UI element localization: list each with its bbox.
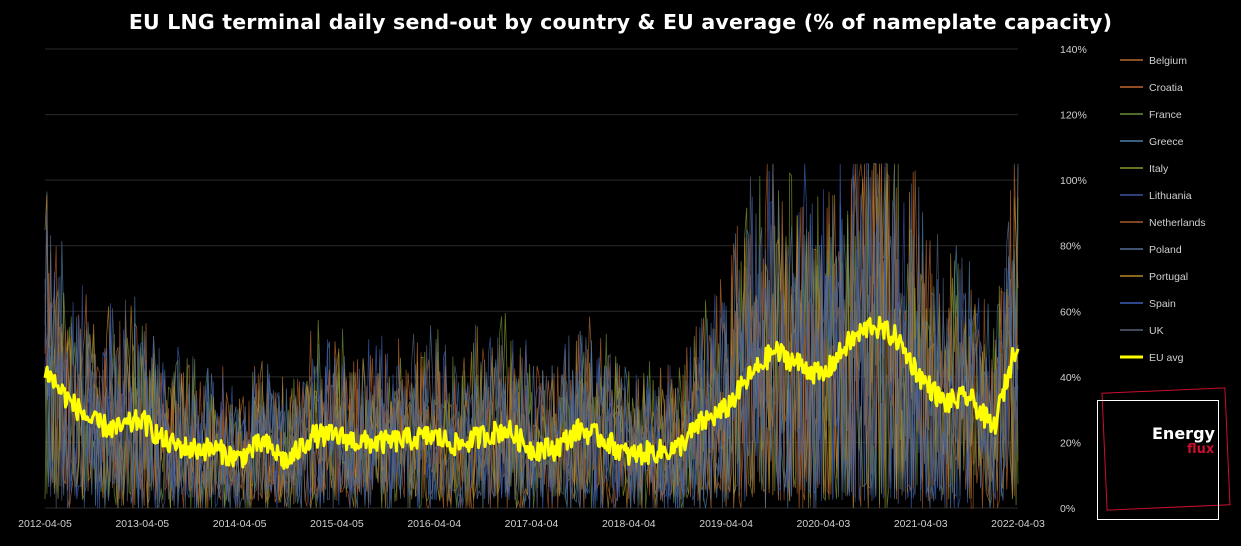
series-line-eu-avg (43, 315, 1020, 470)
y-tick-label: 60% (1060, 306, 1081, 318)
legend-label-greece: Greece (1149, 136, 1184, 148)
logo-text-flux: flux (1187, 442, 1215, 457)
x-tick-label: 2019-04-04 (699, 518, 753, 530)
legend-label-uk: UK (1149, 325, 1164, 337)
x-axis-ticks: 2012-04-05 2013-04-05 2014-04-05 2015-04-05… (18, 518, 1045, 530)
legend-label-croatia: Croatia (1149, 82, 1183, 94)
chart-title: EU LNG terminal daily send-out by countr… (128, 10, 1113, 34)
x-tick-label: 2017-04-04 (505, 518, 559, 530)
legend-label-italy: Italy (1149, 163, 1169, 175)
y-tick-label: 100% (1060, 175, 1087, 187)
legend-label-portugal: Portugal (1149, 271, 1188, 283)
logo-text-energy: Energy (1152, 424, 1215, 443)
x-tick-label: 2016-04-04 (407, 518, 461, 530)
x-tick-label: 2012-04-05 (18, 518, 72, 530)
energy-flux-logo: Energy flux (1092, 387, 1240, 526)
y-axis-ticks: 0% 20% 40% 60% 80% 100% 120% 140% (1060, 44, 1087, 515)
legend-label-netherlands: Netherlands (1149, 217, 1206, 229)
x-tick-label: 2018-04-04 (602, 518, 656, 530)
series-line-uk (44, 163, 1019, 509)
legend-label-poland: Poland (1149, 244, 1182, 256)
y-tick-label: 20% (1060, 437, 1081, 449)
eu-avg-series (43, 315, 1020, 470)
x-tick-label: 2022-04-03 (991, 518, 1045, 530)
legend-label-france: France (1149, 109, 1182, 121)
x-tick-label: 2013-04-05 (115, 518, 169, 530)
logo-white-frame (1097, 400, 1219, 520)
y-tick-label: 140% (1060, 44, 1087, 56)
y-tick-label: 40% (1060, 372, 1081, 384)
x-tick-label: 2015-04-05 (310, 518, 364, 530)
x-tick-label: 2021-04-03 (894, 518, 948, 530)
legend: Belgium Croatia France Greece Italy Lithuania… (1120, 55, 1206, 364)
legend-label-lithuania: Lithuania (1149, 190, 1192, 202)
legend-label-belgium: Belgium (1149, 55, 1187, 67)
y-tick-label: 120% (1060, 110, 1087, 122)
y-tick-label: 80% (1060, 241, 1081, 253)
x-tick-label: 2020-04-03 (797, 518, 851, 530)
legend-label-eu-avg: EU avg (1149, 352, 1184, 364)
x-tick-label: 2014-04-05 (213, 518, 267, 530)
legend-label-spain: Spain (1149, 298, 1176, 310)
y-tick-label: 0% (1060, 503, 1075, 515)
